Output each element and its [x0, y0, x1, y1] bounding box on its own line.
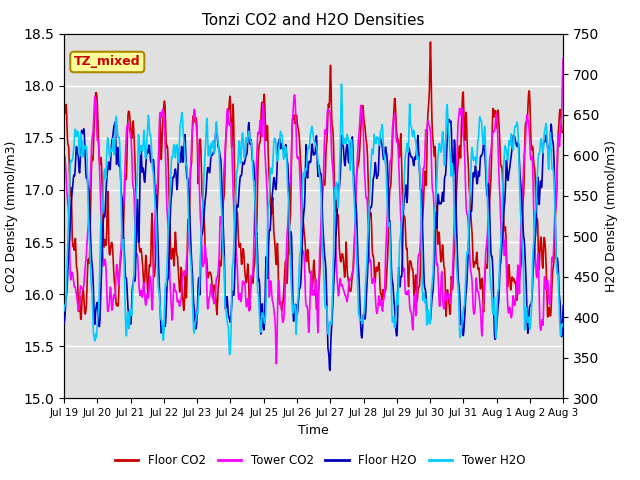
Text: TZ_mixed: TZ_mixed	[74, 56, 141, 69]
Floor CO2	[543, 297, 551, 303]
Floor CO2	[268, 210, 276, 216]
Tower CO2	[535, 266, 543, 272]
Tower H2O	[338, 81, 346, 87]
Floor H2O	[559, 303, 567, 309]
Tower H2O	[226, 352, 234, 358]
Tower H2O	[355, 312, 363, 318]
Tower H2O	[559, 324, 567, 329]
Line: Floor CO2: Floor CO2	[64, 42, 563, 319]
Floor CO2	[536, 264, 543, 270]
X-axis label: Time: Time	[298, 424, 329, 437]
Tower CO2	[268, 281, 275, 287]
Floor H2O	[268, 207, 275, 213]
Tower CO2	[559, 55, 567, 61]
Tower CO2	[60, 160, 68, 166]
Floor CO2	[154, 206, 161, 212]
Floor H2O	[326, 368, 334, 373]
Floor H2O	[445, 117, 452, 122]
Y-axis label: CO2 Density (mmol/m3): CO2 Density (mmol/m3)	[5, 140, 18, 292]
Tower H2O	[84, 195, 92, 201]
Floor CO2	[559, 129, 567, 134]
Floor CO2	[355, 160, 362, 166]
Floor CO2	[427, 39, 435, 45]
Tower CO2	[153, 182, 161, 188]
Floor CO2	[77, 316, 84, 322]
Floor H2O	[153, 196, 161, 202]
Y-axis label: H2O Density (mmol/m3): H2O Density (mmol/m3)	[605, 140, 618, 292]
Line: Floor H2O: Floor H2O	[64, 120, 563, 371]
Tower CO2	[84, 227, 92, 232]
Floor CO2	[84, 256, 92, 262]
Tower CO2	[273, 361, 280, 367]
Tower H2O	[268, 170, 276, 176]
Tower H2O	[60, 308, 68, 313]
Line: Tower CO2: Tower CO2	[64, 58, 563, 364]
Floor CO2	[60, 107, 68, 113]
Tower H2O	[543, 133, 551, 139]
Title: Tonzi CO2 and H2O Densities: Tonzi CO2 and H2O Densities	[202, 13, 425, 28]
Legend: Floor CO2, Tower CO2, Floor H2O, Tower H2O: Floor CO2, Tower CO2, Floor H2O, Tower H…	[110, 449, 530, 472]
Floor H2O	[84, 183, 92, 189]
Tower H2O	[153, 232, 161, 238]
Floor H2O	[355, 268, 362, 274]
Floor H2O	[536, 202, 543, 207]
Tower CO2	[355, 133, 362, 139]
Floor H2O	[60, 320, 68, 326]
Line: Tower H2O: Tower H2O	[64, 84, 563, 355]
Tower CO2	[543, 281, 550, 287]
Tower H2O	[536, 151, 543, 157]
Floor H2O	[543, 138, 551, 144]
